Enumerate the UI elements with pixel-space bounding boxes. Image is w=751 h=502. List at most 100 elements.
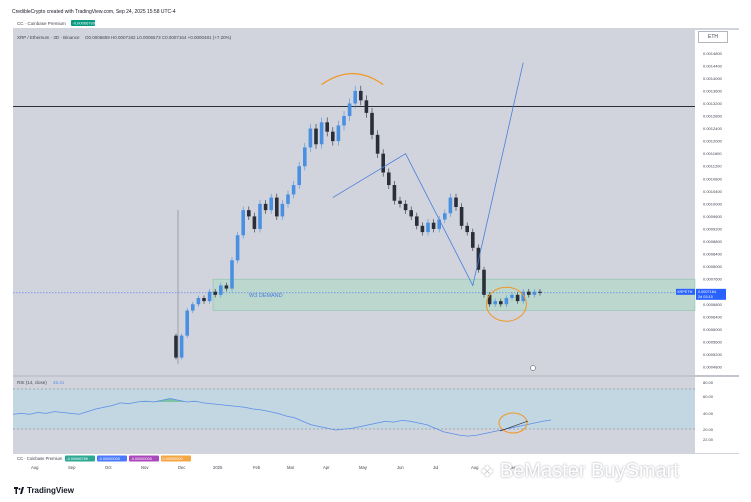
price-axis-label: 0.0010000 (703, 201, 723, 206)
chart-svg: CC · Coinbase Premium -0.00066789 XRP / … (13, 17, 739, 472)
price-tag-time: 2d 03:15 (698, 295, 713, 299)
time-axis-label: May (359, 465, 368, 470)
tradingview-icon (14, 487, 24, 494)
demand-label: W3 DEMAND (249, 293, 283, 299)
time-axis-label: Oct (105, 465, 112, 470)
candle-body (196, 297, 201, 305)
candle-body (185, 310, 189, 336)
candle-body (230, 260, 234, 289)
time-axis-label: Sep (509, 465, 517, 470)
currency-box[interactable]: ETH (698, 31, 728, 43)
candle-body (437, 219, 441, 229)
candle-body (398, 200, 402, 204)
time-axis-label: Feb (253, 465, 261, 470)
rsi-divergence-line (499, 420, 529, 432)
bottom-bar-symbol: CC · Coinbase Premium (17, 456, 63, 461)
candle-body (258, 203, 262, 229)
candle-body (202, 297, 206, 302)
price-axis-label: 0.0012400 (703, 126, 723, 131)
candle-body (375, 134, 380, 154)
candle-body (409, 210, 413, 217)
tradingview-logo: TradingView (14, 486, 74, 495)
price-axis-label: 0.0012000 (703, 139, 723, 144)
time-axis-label: 2025 (213, 465, 223, 470)
candle-body (275, 197, 279, 217)
price-axis-label: 0.0006000 (703, 327, 723, 332)
candle-body (471, 232, 475, 248)
candle-body (342, 116, 346, 126)
candle-body (359, 90, 363, 101)
candle-body (426, 222, 430, 233)
candle-body (291, 185, 296, 195)
candle-body (286, 194, 290, 204)
time-axis-label: Apr (323, 465, 330, 470)
chart-frame: CC · Coinbase Premium -0.00066789 XRP / … (13, 17, 739, 472)
rsi-axis-label: 80.00 (703, 380, 714, 385)
top-bar-symbol: CC · Coinbase Premium (17, 21, 66, 26)
candle-body (515, 294, 520, 302)
time-axis-label: Aug (31, 465, 39, 470)
candle-body (487, 294, 492, 305)
candle-body (179, 335, 184, 358)
replay-icon[interactable] (530, 365, 536, 371)
price-axis-label: 0.0012800 (703, 114, 723, 119)
candle-body (263, 203, 268, 211)
candle-body (431, 222, 436, 229)
demand-zone (212, 278, 696, 311)
trend-path (332, 62, 524, 287)
candle-body (476, 247, 481, 270)
candle-body (219, 285, 223, 295)
legend-symbol: XRP / Ethereum · 3D · Binance (17, 35, 80, 40)
price-axis-label: 0.0014800 (703, 51, 723, 56)
candle-body (521, 291, 525, 302)
price-axis-label: 0.0008400 (703, 252, 723, 257)
bottom-bar-badge (161, 455, 191, 462)
candle-body (527, 291, 531, 295)
candle-body (353, 90, 357, 104)
candle-body (504, 297, 509, 305)
bottom-bar: CC · Coinbase Premium -0.00066789 -0.00000… (17, 455, 191, 462)
bottom-bar-badge (65, 455, 95, 462)
candle-body (482, 269, 486, 295)
rsi-axis: 80.00 60.00 40.00 20.00 22.00 (703, 380, 714, 442)
candle-body (538, 291, 542, 293)
candle-body (493, 301, 497, 305)
price-axis-label: 0.0009600 (703, 214, 723, 219)
candle-body (325, 122, 329, 132)
candle-body (303, 147, 307, 167)
price-axis-label: 0.0010800 (703, 176, 723, 181)
candle-body (420, 225, 425, 233)
brand-name: TradingView (27, 486, 74, 495)
rsi-line (13, 398, 552, 437)
candle-body (252, 216, 257, 229)
candle-body (370, 112, 374, 135)
price-axis-label: 0.0014000 (703, 76, 723, 81)
candle-body (314, 128, 318, 145)
candle-body (191, 304, 195, 311)
candle-body (443, 213, 447, 220)
price-axis-label: 0.0013200 (703, 101, 723, 106)
rsi-overbought-fill (137, 398, 196, 402)
candle-body (499, 301, 503, 305)
time-axis-label: Aug (471, 465, 479, 470)
candle-body (207, 291, 212, 302)
bottom-circle (485, 286, 527, 322)
price-axis-label: 0.0006400 (703, 314, 723, 319)
candle-body (308, 128, 313, 148)
price-axis-label: 0.0005600 (703, 339, 723, 344)
rsi-axis-label: 60.00 (703, 394, 714, 399)
time-axis-label: Mar (287, 465, 295, 470)
price-axis-label: 0.0008800 (703, 239, 723, 244)
rsi-axis-bg (695, 377, 739, 453)
candle-body (364, 100, 369, 113)
price-axis-label: 0.0005200 (703, 352, 723, 357)
candle-body (331, 131, 335, 142)
time-axis-label: Jun (397, 465, 404, 470)
top-bar-badge: -0.00066789 (73, 21, 96, 26)
time-axis-label: Jul (433, 465, 438, 470)
price-axis-label: 0.0006800 (703, 302, 723, 307)
rsi-band (13, 389, 695, 429)
watermark: ❖ BeMaster BuySmart (480, 460, 679, 483)
time-axis-label: Sep (68, 465, 76, 470)
price-axis-label: 0.0011200 (703, 164, 722, 169)
